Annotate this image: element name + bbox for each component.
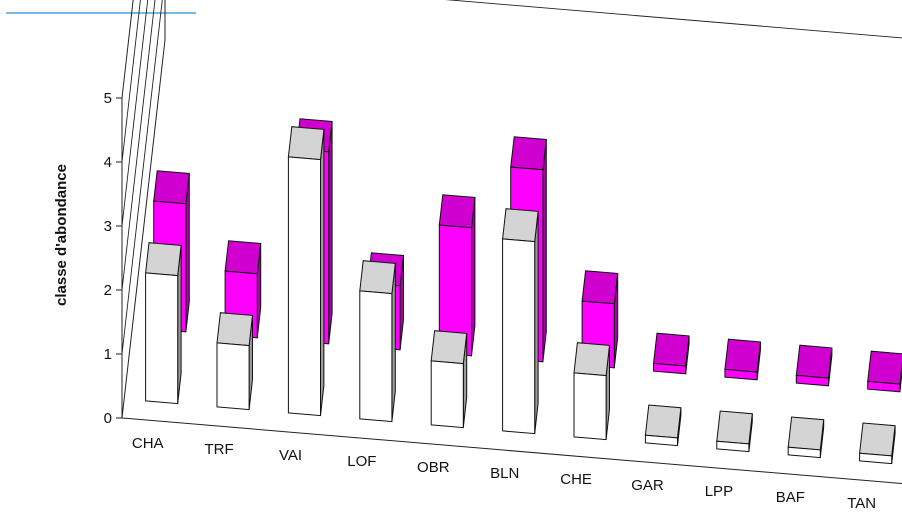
bar-front-face [145,272,179,405]
bar-top-face [787,416,825,451]
bar-front-face [795,374,829,387]
x-category-label: VAI [279,447,302,464]
x-category-label: CHE [560,471,592,488]
y-tick-label: 3 [104,218,112,235]
bar [216,312,254,411]
bar-top-face [716,410,753,445]
plot-walls [121,0,902,485]
y-axis-label: classe d'abondance [53,164,70,306]
bar [287,126,325,417]
bar-top-face [502,208,539,243]
floor-front-edge [121,417,902,485]
bar [867,350,902,393]
bar-side-face [542,139,547,362]
bar [859,422,896,465]
floor-left-edge [121,39,166,419]
bar-front-face [716,440,750,453]
bar-front-face [359,290,393,423]
bar-top-face [652,332,690,367]
bar [430,330,468,429]
bar-side-face [534,211,539,434]
bar-top-face [859,422,896,457]
bar [145,242,182,405]
bar-side-face [320,129,325,416]
bar-top-face [510,136,547,171]
bar-front-face [787,446,821,459]
y-tick-label: 2 [104,282,112,299]
bar-front-face [859,452,893,465]
bars [145,118,902,465]
bar-top-face [573,342,611,377]
bar-top-face [359,260,396,295]
y-tick-label: 5 [104,90,112,107]
gridline [121,0,156,291]
gridline [121,0,141,163]
x-category-label: CHA [132,435,164,452]
bar-top-face [724,338,762,373]
bar-top-face [224,240,262,275]
bar [724,338,762,381]
bar-front-face [653,362,687,375]
x-category-label: TAN [847,495,876,512]
y-axis-ticks: 0 1 2 3 4 5 [104,90,122,427]
bar [787,416,825,459]
x-category-label: TRF [205,441,234,458]
y-tick-label: 1 [104,346,112,363]
bar-top-face [438,194,476,229]
bar [644,404,682,447]
x-category-label: OBR [417,459,450,476]
x-category-label: BLN [490,465,519,482]
y-tick-label: 4 [104,154,112,171]
gridline [121,0,149,227]
bar-top-face [581,270,619,305]
bar [438,194,476,357]
bar-top-face [795,344,833,379]
bar-side-face [328,121,333,344]
bar-top-face [153,170,190,205]
bar [359,260,396,423]
bar-front-face [430,360,464,429]
bar [795,344,833,387]
bar-top-face [287,126,325,161]
x-category-label: GAR [631,477,664,494]
x-category-label: BAF [776,489,805,506]
gridlines [121,0,902,355]
x-axis-categories: CHA TRF VAI LOF OBR BLN CHE GAR LPP BAF TAN [132,435,876,512]
x-category-label: LPP [705,483,733,500]
bar-top-face [430,330,468,365]
bar-front-face [867,380,901,393]
y-tick-label: 0 [104,410,112,427]
gridline [121,0,902,355]
back-wall-edge [165,0,902,106]
bar [652,332,690,375]
side-wall-top-edge [121,0,134,99]
bar-front-face [644,434,678,447]
x-category-label: LOF [347,453,376,470]
bar-top-face [867,350,902,385]
bar-top-face [145,242,182,277]
bar-front-face [573,372,607,441]
bar-top-face [216,312,254,347]
bar-front-face [502,238,536,435]
bar-front-face [287,156,321,417]
bar [573,342,611,441]
bar [502,208,539,435]
bar-front-face [724,368,758,381]
bar-top-face [644,404,682,439]
bar [716,410,753,453]
bar-front-face [216,342,250,411]
